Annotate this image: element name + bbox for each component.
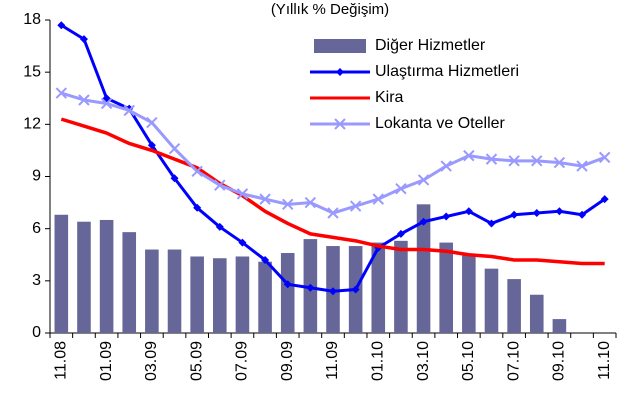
marker	[485, 153, 498, 165]
marker	[349, 200, 362, 212]
y-tick-label: 3	[32, 272, 41, 289]
marker	[440, 160, 452, 172]
bar	[213, 258, 227, 333]
marker	[464, 207, 473, 216]
x-tick-label: 07.09	[234, 341, 251, 381]
chart-title: (Yıllık % Değişim)	[271, 1, 389, 18]
y-tick-label: 0	[32, 324, 41, 341]
marker	[510, 210, 519, 219]
x-tick-label: 11.10	[596, 341, 613, 380]
bar	[235, 256, 250, 333]
marker	[123, 104, 135, 117]
bar	[258, 261, 272, 333]
marker	[600, 195, 609, 204]
marker	[419, 217, 428, 226]
marker	[463, 149, 475, 162]
x-tick-label: 01.09	[98, 341, 115, 381]
marker	[55, 87, 68, 99]
bar	[439, 242, 453, 333]
marker	[146, 116, 158, 129]
marker	[553, 156, 566, 169]
marker	[215, 222, 224, 231]
y-tick-label: 9	[32, 168, 41, 185]
x-tick-label: 03.10	[415, 341, 432, 381]
marker	[598, 151, 611, 164]
marker	[578, 210, 587, 219]
marker	[555, 207, 564, 216]
marker	[372, 193, 384, 205]
bar	[484, 268, 499, 333]
x-tick-label: 11.08	[53, 341, 70, 380]
x-tick-label: 11.09	[324, 341, 341, 380]
marker	[238, 238, 247, 247]
marker	[100, 97, 113, 110]
x-tick-label: 03.09	[143, 341, 160, 381]
bar	[77, 221, 91, 333]
marker	[236, 188, 249, 200]
marker	[487, 219, 496, 228]
legend-swatch	[314, 39, 366, 53]
marker	[259, 193, 271, 205]
marker	[336, 68, 344, 76]
bar	[416, 204, 431, 333]
marker	[442, 212, 451, 221]
bar	[99, 219, 114, 333]
y-tick-label: 6	[32, 220, 41, 237]
bar	[122, 232, 137, 333]
marker	[306, 283, 315, 292]
legend-label: Diğer Hizmetler	[375, 37, 486, 54]
marker	[327, 207, 339, 219]
bar	[167, 249, 182, 333]
bar	[371, 242, 386, 333]
bar	[507, 279, 521, 333]
bar	[190, 256, 204, 333]
y-tick-label: 12	[23, 116, 41, 133]
marker	[261, 255, 270, 264]
legend-label: Ulaştırma Hizmetleri	[375, 63, 519, 80]
bar	[145, 249, 159, 333]
bar	[394, 240, 408, 333]
marker	[329, 287, 337, 296]
bar	[529, 294, 544, 333]
line	[60, 117, 605, 266]
x-tick-label: 07.10	[505, 341, 522, 381]
x-tick-label: 05.09	[188, 341, 205, 381]
marker	[508, 155, 520, 167]
x-tick-label: 01.10	[369, 341, 386, 381]
marker	[191, 165, 203, 177]
marker	[395, 182, 407, 195]
marker	[193, 203, 202, 212]
marker	[214, 179, 226, 191]
marker	[576, 160, 588, 172]
x-tick-label: 09.10	[551, 341, 568, 381]
marker	[57, 21, 66, 30]
legend-label: Kira	[375, 89, 404, 106]
y-tick-label: 15	[23, 63, 41, 80]
bar	[54, 214, 69, 333]
marker	[304, 196, 317, 209]
x-tick-label: 09.09	[279, 341, 296, 381]
marker	[396, 229, 405, 238]
bar	[462, 254, 476, 333]
marker	[79, 35, 88, 44]
bar	[552, 319, 567, 333]
marker	[170, 174, 179, 183]
marker	[417, 174, 430, 186]
marker	[351, 285, 360, 294]
legend-label: Lokanta ve Oteller	[375, 115, 506, 132]
marker	[334, 118, 346, 130]
marker	[168, 142, 181, 155]
marker	[147, 141, 156, 150]
marker	[78, 94, 90, 106]
bar	[280, 253, 295, 333]
marker	[282, 198, 294, 211]
marker	[531, 155, 543, 167]
marker	[532, 209, 541, 218]
y-tick-label: 18	[23, 11, 41, 28]
marker	[283, 280, 292, 289]
x-tick-label: 05.10	[460, 341, 477, 381]
